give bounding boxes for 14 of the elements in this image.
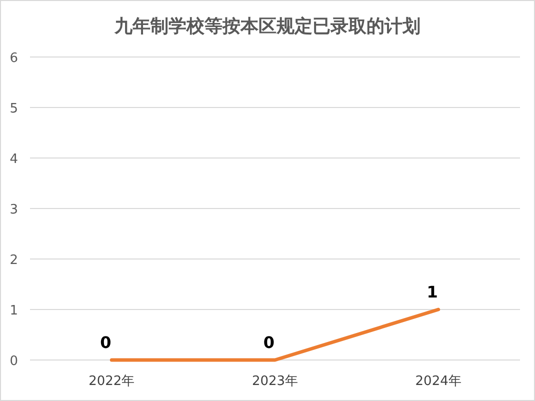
y-tick-label: 6 (10, 51, 18, 66)
chart-title: 九年制学校等按本区规定已录取的计划 (114, 16, 420, 37)
y-tick-label: 5 (10, 102, 18, 116)
data-label: 0 (100, 333, 112, 352)
y-tick-label: 4 (10, 152, 18, 167)
x-tick-label: 2022年 (88, 374, 135, 389)
y-tick-label: 2 (10, 253, 18, 268)
y-tick-label: 3 (10, 202, 18, 218)
data-label: 1 (426, 282, 438, 302)
y-tick-label: 0 (10, 354, 18, 369)
x-tick-label: 2024年 (415, 374, 462, 389)
data-label: 0 (263, 333, 275, 352)
y-tick-label: 1 (10, 304, 18, 318)
x-tick-label: 2023年 (252, 374, 298, 389)
